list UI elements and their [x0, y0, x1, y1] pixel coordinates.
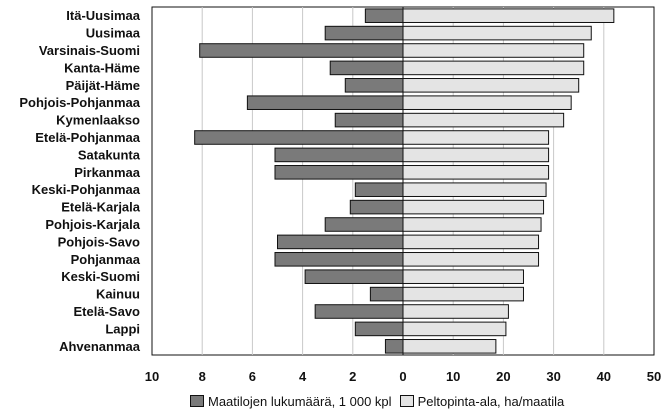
bar-field-area — [402, 112, 565, 128]
legend-label-farms: Maatilojen lukumäärä, 1 000 kpl — [208, 393, 392, 409]
x-tick-label: 2 — [349, 369, 356, 384]
category-label: Pohjois-Karjala — [45, 217, 140, 232]
bar-farms — [274, 252, 404, 267]
bar-farms — [274, 147, 404, 163]
bar-farms — [334, 112, 404, 128]
bar-farms — [349, 199, 404, 215]
category-label: Kymenlaakso — [56, 113, 140, 128]
bar-field-area — [402, 199, 545, 215]
x-tick-label: 8 — [199, 369, 206, 384]
legend-label-area: Peltopinta-ala, ha/maatila — [417, 393, 565, 409]
bar-field-area — [402, 286, 524, 302]
bar-field-area — [402, 95, 572, 110]
category-label: Satakunta — [78, 147, 141, 162]
bar-farms — [194, 130, 404, 145]
bar-farms — [384, 339, 404, 354]
category-label: Kanta-Häme — [64, 60, 140, 75]
category-label: Lappi — [105, 321, 140, 336]
legend-swatch-area — [399, 395, 414, 407]
x-tick-label: 10 — [145, 369, 159, 384]
bar-farms — [369, 286, 404, 302]
x-tick-label: 30 — [546, 369, 560, 384]
bar-farms — [354, 321, 404, 337]
tick-labels: 10 8 6 4 2 0 10 20 30 40 50 — [145, 369, 661, 384]
bar-field-area — [402, 339, 497, 354]
bar-field-area — [402, 8, 615, 23]
x-tick-label: 20 — [496, 369, 510, 384]
bar-field-area — [402, 304, 509, 319]
bar-farms — [329, 60, 404, 76]
bar-field-area — [402, 217, 542, 232]
bar-farms — [324, 25, 404, 41]
x-tick-label: 6 — [249, 369, 256, 384]
bar-farms — [277, 234, 404, 250]
bar-farms — [199, 43, 404, 58]
bar-farms — [354, 182, 404, 197]
category-label: Pirkanmaa — [74, 165, 141, 180]
category-label: Kainuu — [96, 287, 140, 302]
bar-farms — [344, 78, 404, 93]
category-label: Etelä-Karjala — [61, 200, 141, 215]
category-label: Ahvenanmaa — [59, 339, 141, 354]
x-tick-label: 10 — [446, 369, 460, 384]
category-label: Pohjois-Pohjanmaa — [19, 95, 140, 110]
bar-field-area — [402, 147, 550, 163]
x-tick-label: 40 — [597, 369, 611, 384]
bar-farms — [304, 269, 404, 284]
legend-item-area: Peltopinta-ala, ha/maatila — [399, 393, 565, 409]
category-label: Uusimaa — [86, 26, 141, 41]
category-label: Etelä-Pohjanmaa — [35, 130, 141, 145]
bar-field-area — [402, 130, 550, 145]
category-label: Etelä-Savo — [74, 304, 141, 319]
legend-swatch-farms — [190, 395, 204, 407]
bar-field-area — [402, 25, 592, 41]
bar-farms — [314, 304, 404, 319]
legend: Maatilojen lukumäärä, 1 000 kpl Peltopin… — [190, 392, 572, 410]
category-label: Pohjanmaa — [71, 252, 141, 267]
bar-field-area — [402, 269, 524, 284]
bars — [194, 8, 615, 354]
bar-farms — [364, 8, 404, 23]
bar-field-area — [402, 43, 585, 58]
bar-field-area — [402, 321, 507, 337]
category-labels: Itä-Uusimaa Uusimaa Varsinais-Suomi Kanta-H… — [19, 8, 140, 354]
x-tick-label: 0 — [399, 369, 406, 384]
x-tick-label: 50 — [647, 369, 661, 384]
x-tick-label: 4 — [299, 369, 307, 384]
bar-farms — [274, 165, 404, 180]
bar-field-area — [402, 60, 585, 76]
legend-item-farms: Maatilojen lukumäärä, 1 000 kpl — [190, 394, 392, 409]
category-label: Varsinais-Suomi — [39, 43, 140, 58]
category-label: Keski-Pohjanmaa — [32, 182, 141, 197]
category-label: Keski-Suomi — [61, 269, 140, 284]
bar-farms — [324, 217, 404, 232]
bar-field-area — [402, 165, 550, 180]
bar-field-area — [402, 252, 540, 267]
bar-field-area — [402, 234, 540, 250]
bar-farms — [246, 95, 404, 110]
category-label: Pohjois-Savo — [58, 234, 140, 249]
category-label: Päijät-Häme — [66, 78, 140, 93]
category-label: Itä-Uusimaa — [66, 8, 140, 23]
bar-field-area — [402, 182, 547, 197]
bar-field-area — [402, 78, 580, 93]
